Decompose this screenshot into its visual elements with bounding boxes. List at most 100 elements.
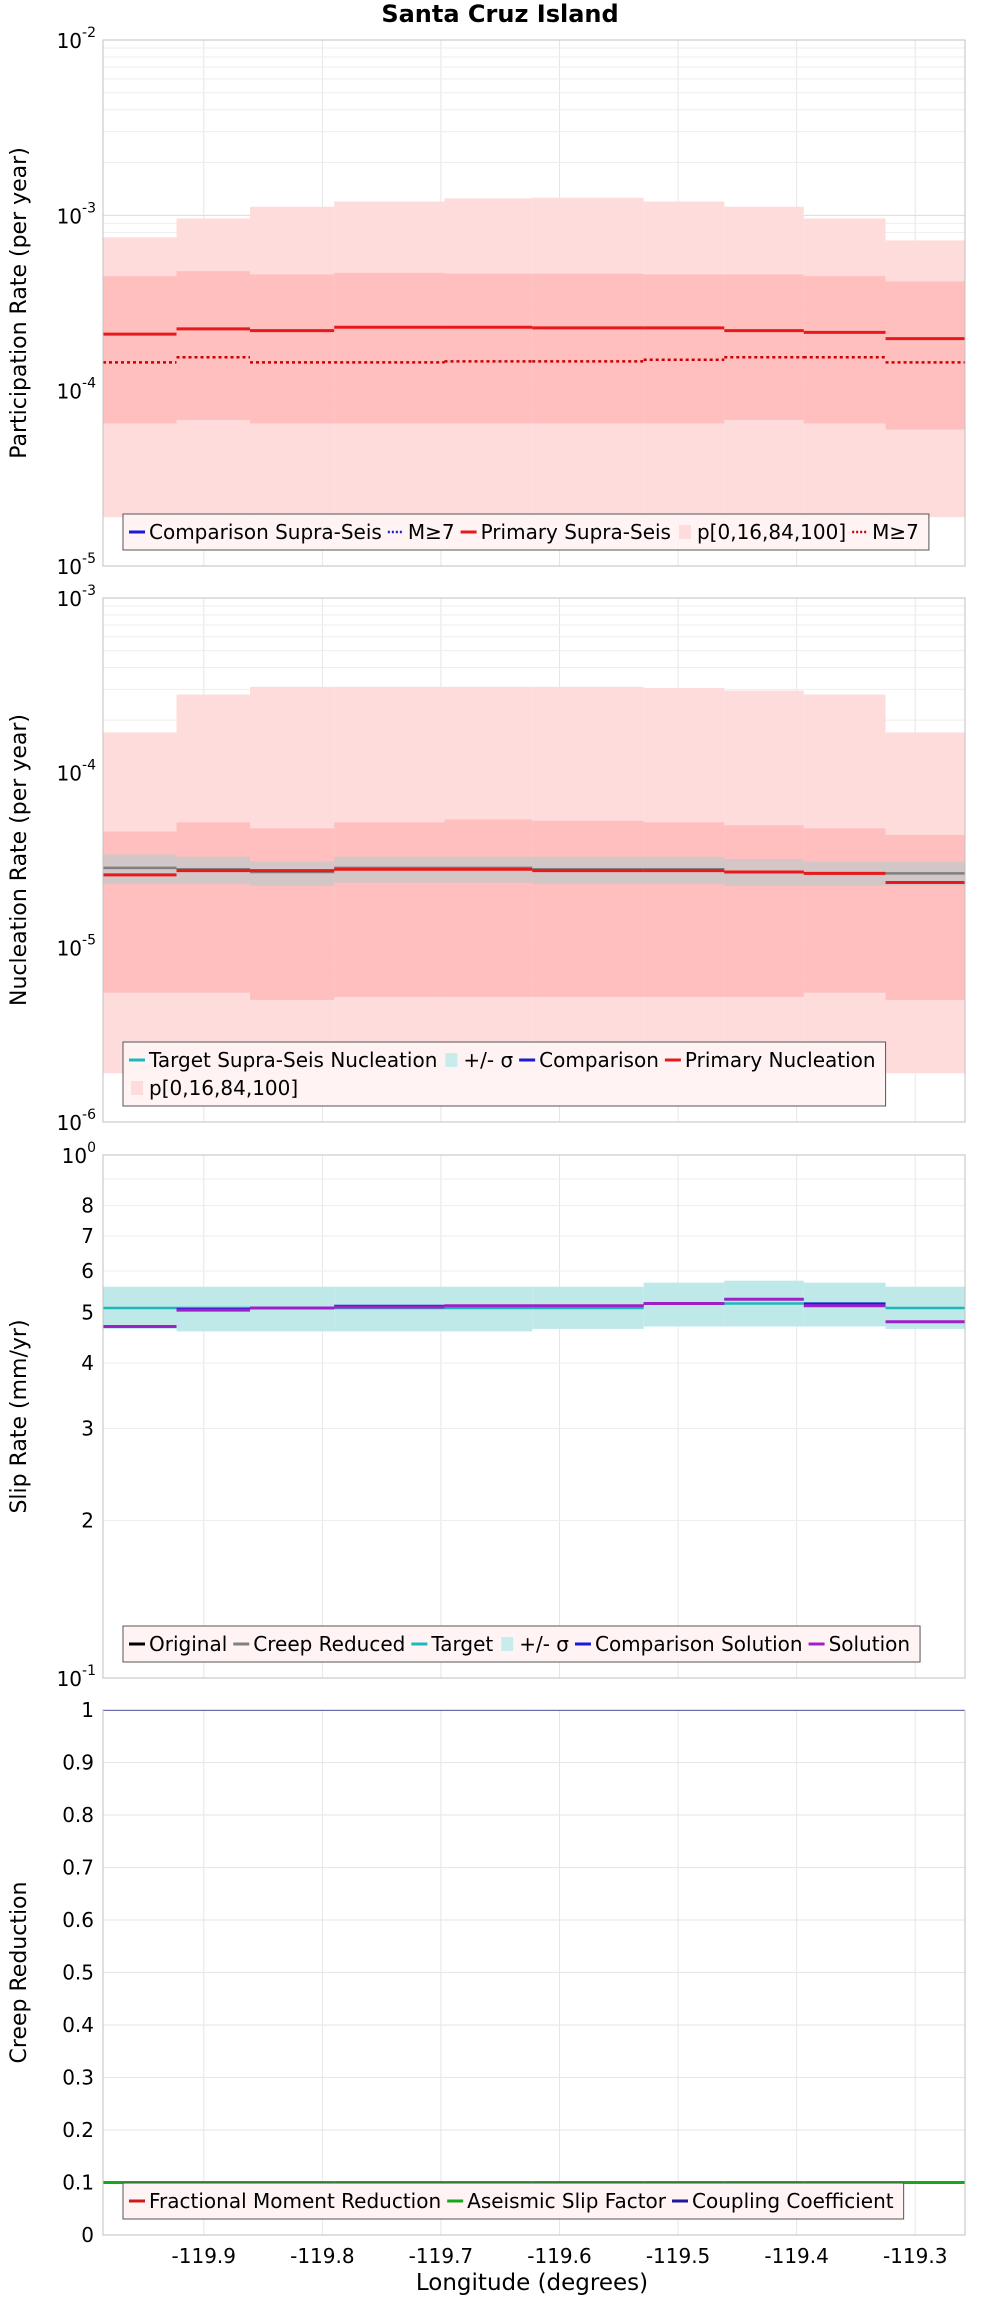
band-segment xyxy=(803,276,886,424)
legend-label: +/- σ xyxy=(463,1048,513,1072)
series-line xyxy=(103,1297,965,1328)
band-segment xyxy=(444,273,533,424)
legend: Original Creep Reduced Target +/- σ Comparis… xyxy=(122,1625,921,1663)
legend-swatch xyxy=(678,525,691,539)
legend-label: Aseismic Slip Factor xyxy=(467,2189,667,2213)
band-segment xyxy=(643,274,725,424)
x-axis: -119.9 -119.8 -119.7 -119.6 -119.5 -119.4 -119… xyxy=(172,2244,948,2268)
band-segment xyxy=(250,274,335,424)
y-tick-label: 0.3 xyxy=(62,2066,94,2090)
band-segment xyxy=(885,834,965,1000)
y-axis-label: Creep Reduction xyxy=(7,1882,32,2064)
legend-box xyxy=(122,2182,905,2220)
y-tick-label: 10-1 xyxy=(57,1663,96,1691)
legend-item: M≥7 xyxy=(852,520,919,544)
y-tick-label: 1 xyxy=(81,1698,94,1722)
legend-label: Comparison xyxy=(539,1048,659,1072)
x-tick-label: -119.3 xyxy=(883,2244,947,2268)
x-tick-label: -119.9 xyxy=(172,2244,236,2268)
y-axis-label: Slip Rate (mm/yr) xyxy=(7,1319,32,1513)
x-tick-label: -119.8 xyxy=(290,2244,354,2268)
legend-item: Comparison xyxy=(519,1048,659,1072)
x-tick-label: -119.6 xyxy=(527,2244,591,2268)
panel-slip: 10-1 2 3 4 5 6 7 8 100 Slip Rate (mm/yr) Original C… xyxy=(7,1140,966,1691)
y-tick-label: 0 xyxy=(81,2223,94,2247)
legend-item: M≥7 xyxy=(387,520,455,544)
y-tick-label: 0.2 xyxy=(62,2118,94,2142)
band-segment xyxy=(643,822,725,997)
series-line xyxy=(103,356,965,364)
legend-label: Coupling Coefficient xyxy=(692,2189,894,2213)
legend-item: Aseismic Slip Factor xyxy=(447,2189,667,2213)
panel-creep: 0 0.1 0.2 0.3 0.4 0.5 0.6 0.7 0.8 0.9 1 Creep Reduc… xyxy=(7,1698,966,2247)
x-tick-label: -119.5 xyxy=(646,2244,710,2268)
y-tick-label: 0.8 xyxy=(62,1803,94,1827)
legend-label: p[0,16,84,100] xyxy=(149,1076,298,1100)
series-line xyxy=(103,867,965,885)
legend-item: +/- σ xyxy=(445,1048,513,1072)
band-segment xyxy=(103,854,177,885)
y-tick-label: 3 xyxy=(81,1416,94,1440)
plot-content xyxy=(103,686,965,1074)
y-tick-label: 5 xyxy=(81,1300,94,1324)
legend-label: Primary Supra-Seis xyxy=(481,520,671,544)
band-segment xyxy=(250,828,335,1000)
panel-nucleation: 10-6 10-5 10-4 10-3 Nucleation Rate (per yea… xyxy=(7,583,966,1135)
legend-box xyxy=(122,1041,887,1107)
legend-item: Comparison Solution xyxy=(574,1632,803,1656)
y-tick-label: 10-3 xyxy=(57,200,96,228)
legend: Fractional Moment Reduction Aseismic Slip… xyxy=(122,2182,905,2220)
uncertainty-band xyxy=(103,271,965,430)
legend: Target Supra-Seis Nucleation +/- σ Compari… xyxy=(122,1041,887,1107)
y-tick-label: 0.7 xyxy=(62,1856,94,1880)
legend-swatch xyxy=(131,1081,143,1095)
legend-label: Primary Nucleation xyxy=(685,1048,876,1072)
band-segment xyxy=(444,819,533,997)
legend-label: Fractional Moment Reduction xyxy=(149,2189,441,2213)
legend-box xyxy=(122,513,930,551)
y-tick-label: 0.4 xyxy=(62,2013,94,2037)
y-tick-label: 0.1 xyxy=(62,2171,94,2195)
y-tick-label: 8 xyxy=(81,1194,94,1218)
x-axis-label: Longitude (degrees) xyxy=(416,2270,648,2296)
legend-label: Comparison Solution xyxy=(595,1632,803,1656)
panels: 10-5 10-4 10-3 10-2 Participation Rate (per … xyxy=(7,25,966,2247)
band-segment xyxy=(176,822,251,993)
y-tick-label: 4 xyxy=(81,1351,94,1375)
y-tick-label: 7 xyxy=(81,1224,94,1248)
legend-swatch xyxy=(501,1637,514,1651)
plot-frame xyxy=(102,597,966,1123)
legend-swatch xyxy=(445,1053,458,1067)
y-tick-label: 2 xyxy=(81,1509,94,1533)
legend-label: Target xyxy=(430,1632,493,1656)
legend-item: Primary Supra-Seis xyxy=(460,520,671,544)
y-tick-label: 0.5 xyxy=(62,1961,94,1985)
legend-label: Creep Reduced xyxy=(253,1632,405,1656)
legend-label: p[0,16,84,100] xyxy=(697,520,846,544)
x-tick-label: -119.7 xyxy=(409,2244,473,2268)
legend-label: Solution xyxy=(829,1632,910,1656)
series-line xyxy=(103,325,965,341)
plot-area xyxy=(103,1155,965,1678)
y-tick-label: 0.6 xyxy=(62,1908,94,1932)
legend-item: Target Supra-Seis Nucleation xyxy=(129,1048,437,1072)
plot-frame xyxy=(102,39,966,567)
y-axis-label: Participation Rate (per year) xyxy=(7,147,32,459)
legend-item: +/- σ xyxy=(501,1632,569,1656)
band-segment xyxy=(334,272,445,424)
y-tick-label: 6 xyxy=(81,1259,94,1283)
figure-title: Santa Cruz Island xyxy=(381,0,618,28)
y-tick-label: 100 xyxy=(62,1140,96,1168)
legend-item: Comparison Supra-Seis xyxy=(129,520,382,544)
y-tick-label: 10-6 xyxy=(57,1107,97,1135)
legend-item: Solution xyxy=(808,1632,910,1656)
band-segment xyxy=(334,822,445,997)
band-segment xyxy=(250,861,335,886)
x-tick-label: -119.4 xyxy=(764,2244,828,2268)
y-axis-label: Nucleation Rate (per year) xyxy=(7,714,32,1006)
legend-item: p[0,16,84,100] xyxy=(131,1076,298,1100)
legend-item: p[0,16,84,100] xyxy=(678,520,846,544)
y-tick-label: 10-2 xyxy=(57,25,96,53)
legend-box xyxy=(122,1625,921,1663)
y-tick-label: 10-4 xyxy=(57,758,97,786)
